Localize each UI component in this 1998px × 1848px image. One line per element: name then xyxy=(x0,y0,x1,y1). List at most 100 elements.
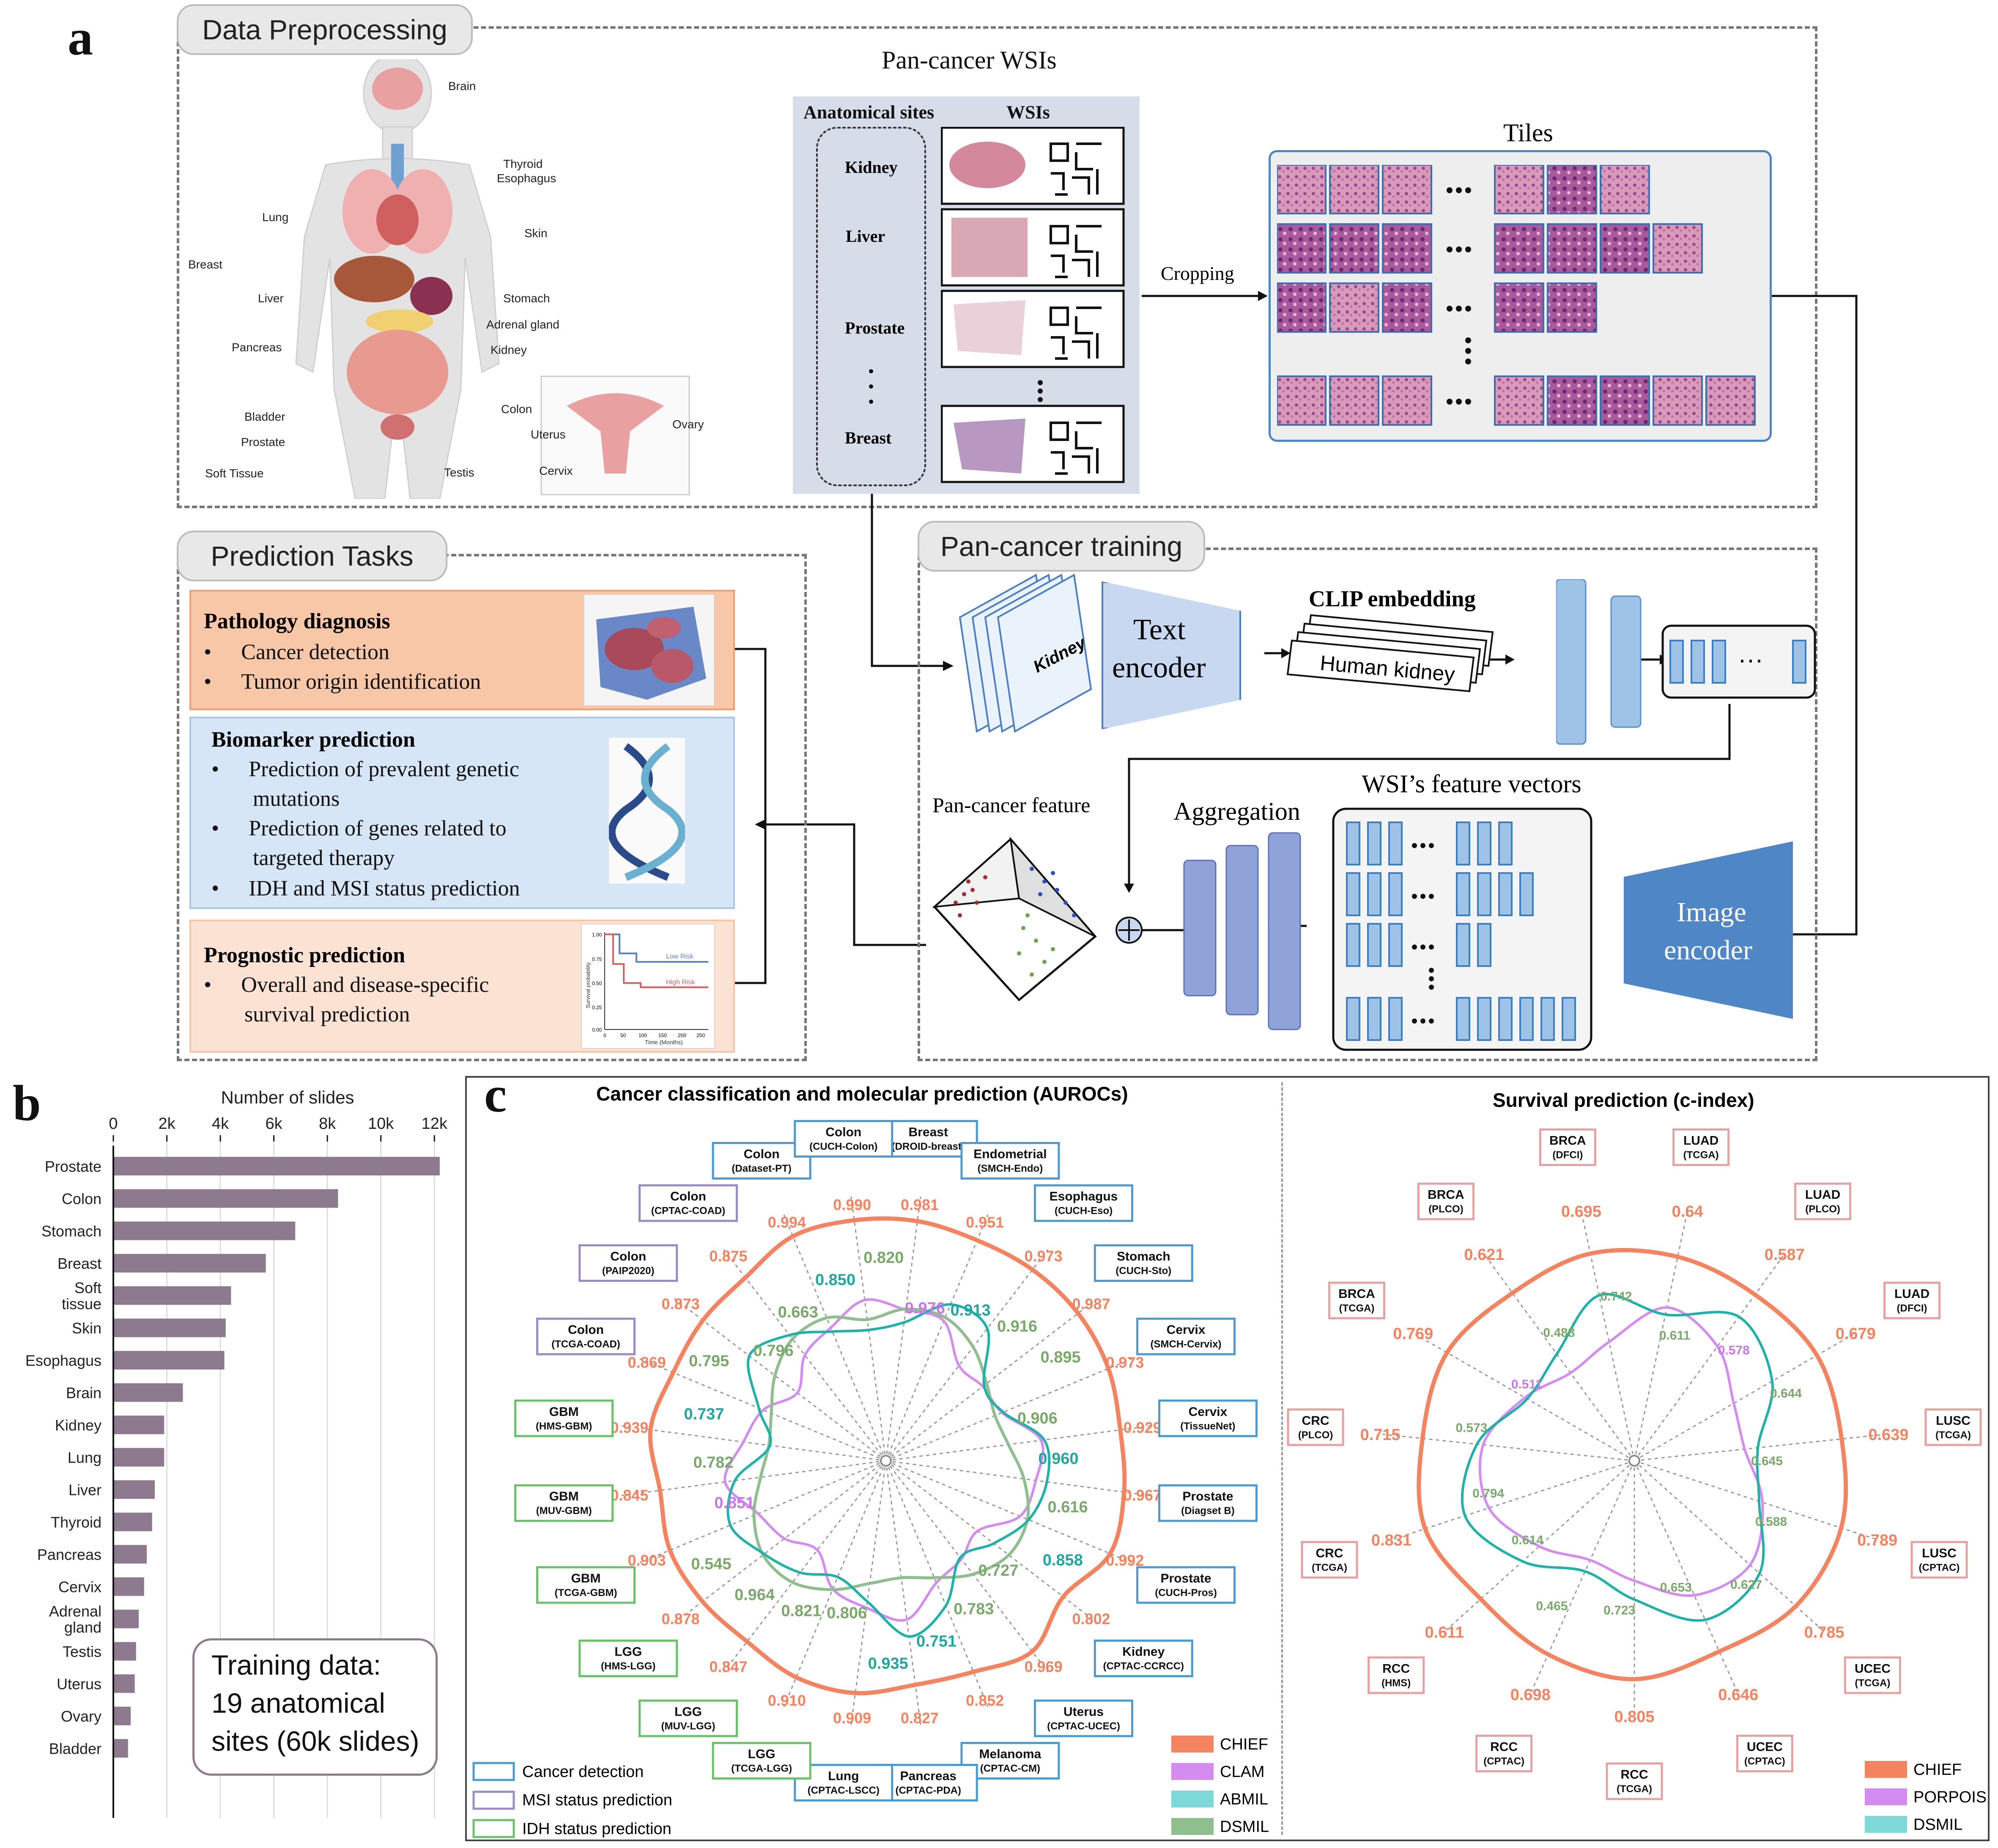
cindex-radar-chart: 0.64 0.587 0.679 0.639 0.789 0.785 0.646 0.805 0… xyxy=(1287,1128,1982,1800)
chief-value-label: 0.987 xyxy=(1072,1295,1110,1312)
dataset-name: UCEC xyxy=(1747,1740,1783,1754)
model-value-label: 0.916 xyxy=(997,1318,1037,1336)
bar-xtick-label: 8k xyxy=(319,1115,336,1133)
dataset-name: RCC xyxy=(1621,1768,1648,1782)
model-value-label: 0.627 xyxy=(1730,1578,1762,1592)
dataset-source: (CPTAC-COAD) xyxy=(651,1205,726,1217)
legend-abmil: ABMIL xyxy=(1220,1791,1268,1808)
model-value-label: 0.614 xyxy=(1512,1533,1543,1547)
bar-prostate xyxy=(113,1157,440,1176)
radar-spoke xyxy=(1633,1460,1823,1631)
model-value-label: 0.821 xyxy=(781,1602,821,1620)
dataset-box-frame xyxy=(514,1399,614,1437)
km-ylabel: Survival probability xyxy=(585,962,591,1008)
label-breast: Breast xyxy=(188,258,222,271)
prognostic-item-1: survival prediction xyxy=(244,1002,410,1027)
bar-xtick-label: 12k xyxy=(422,1115,448,1133)
chief-value-label: 0.805 xyxy=(1614,1708,1654,1726)
chief-value-label: 0.698 xyxy=(1510,1686,1551,1704)
radar-spoke xyxy=(1414,1333,1635,1462)
biomarker-item-0: • Prediction of prevalent genetic xyxy=(211,757,519,781)
model-value-label: 0.511 xyxy=(1511,1377,1542,1391)
model-value-label: 0.727 xyxy=(978,1562,1018,1580)
chief-curve xyxy=(648,1216,1127,1695)
auroc-model-legend: CHIEF CLAM ABMIL DSMIL xyxy=(1171,1736,1269,1836)
dataset-box-frame xyxy=(638,1699,738,1737)
chief-value-label: 0.679 xyxy=(1836,1325,1876,1343)
radar-spoke xyxy=(885,1460,1049,1673)
dataset-box: BRCA (TCGA) xyxy=(1328,1281,1385,1320)
dataset-source: (PLCO) xyxy=(1805,1204,1840,1215)
dataset-name: Cervix xyxy=(1167,1323,1206,1337)
dataset-name: LUSC xyxy=(1936,1414,1971,1428)
dataset-box: BRCA (PLCO) xyxy=(1417,1183,1475,1221)
chief-value-label: 0.973 xyxy=(1025,1247,1063,1265)
bar-category-label: Cervix xyxy=(58,1578,101,1596)
label-bladder: Bladder xyxy=(244,410,285,423)
preprocessing-tab: Data Preprocessing xyxy=(177,4,473,55)
model-value-label: 0.723 xyxy=(1603,1604,1635,1618)
bar-category-label: Adrenal xyxy=(49,1602,101,1620)
model-value-label: 0.737 xyxy=(684,1405,724,1423)
model-value-label: 0.796 xyxy=(754,1342,794,1360)
chief-value-label: 0.981 xyxy=(901,1196,939,1213)
dataset-source: (SMCH-Endo) xyxy=(978,1163,1043,1174)
biomarker-item-1b: targeted therapy xyxy=(253,846,395,870)
bar-category-label: Pancreas xyxy=(37,1546,101,1563)
radar-spoke xyxy=(1634,1460,1875,1540)
dataset-name: LUAD xyxy=(1805,1188,1840,1202)
chief-value-label: 0.969 xyxy=(1025,1658,1063,1676)
km-ytick-4: 0.00 xyxy=(592,1027,602,1033)
bar-category-label: Thyroid xyxy=(51,1514,101,1531)
tile-grid xyxy=(1277,165,1756,426)
model-value-label: 0.742 xyxy=(1601,1289,1632,1303)
bar-category-label: Prostate xyxy=(45,1158,101,1175)
dna-helix-icon xyxy=(609,738,685,884)
aggregation-bars xyxy=(1183,832,1301,1030)
km-ytick-3: 0.25 xyxy=(592,1005,602,1010)
dataset-source: (TCGA) xyxy=(1935,1429,1971,1441)
dataset-name: Uterus xyxy=(1063,1705,1104,1719)
dataset-box: LUAD (DFCI) xyxy=(1883,1281,1941,1320)
legend-dsmil-surv: DSMIL xyxy=(1913,1816,1962,1834)
sites-vertical-ellipsis: · · · xyxy=(867,357,876,416)
training-region xyxy=(918,548,1817,1061)
model-value-label: 0.782 xyxy=(693,1454,733,1471)
model-value-label: 0.895 xyxy=(1041,1348,1081,1366)
bar-breast xyxy=(113,1254,266,1273)
training-note-line-0: Training data: xyxy=(211,1649,381,1681)
dataset-box-frame xyxy=(1301,1541,1358,1579)
tiles-label: Tiles xyxy=(1503,119,1553,147)
radar-spoke xyxy=(674,1298,886,1462)
bar-chart-title: Number of slides xyxy=(221,1087,354,1107)
wsi-feature-vectors-label: WSI’s feature vectors xyxy=(1362,770,1581,798)
model-value-label: 0.751 xyxy=(916,1633,957,1651)
radar-spoke xyxy=(885,1298,1098,1462)
bar-skin xyxy=(113,1318,226,1337)
dataset-box-frame xyxy=(1136,1317,1236,1355)
dataset-source: (SMCH-Cervix) xyxy=(1151,1339,1222,1350)
dataset-box-frame xyxy=(1094,1244,1193,1282)
dataset-source: (CUCH-Colon) xyxy=(809,1141,877,1153)
bar-lung xyxy=(113,1448,164,1467)
bar-adrenal-gland xyxy=(113,1610,139,1629)
model-value-label: 0.616 xyxy=(1048,1498,1088,1516)
dataset-box: Stomach (CUCH-Sto) xyxy=(1094,1244,1193,1282)
dataset-source: (Dataset-PT) xyxy=(732,1163,791,1174)
dataset-source: (CPTAC) xyxy=(1744,1756,1785,1767)
dataset-source: (CUCH-Sto) xyxy=(1115,1265,1171,1276)
dataset-source: (TCGA) xyxy=(1312,1562,1347,1573)
training-data-note xyxy=(192,1638,438,1776)
radar-spoke xyxy=(885,1196,921,1461)
label-testis: Testis xyxy=(444,466,474,479)
pathology-heatmap-image xyxy=(584,594,715,706)
radar-spoke xyxy=(639,1460,886,1563)
dataset-name: GBM xyxy=(549,1405,579,1419)
dataset-box: Uterus(CPTAC-UCEC) xyxy=(1034,1699,1134,1737)
site-kidney: Kidney xyxy=(845,158,898,177)
radar-spoke xyxy=(1531,1460,1635,1692)
bar-colon xyxy=(113,1189,338,1208)
model-value-label: 0.794 xyxy=(1472,1487,1504,1500)
label-pancreas: Pancreas xyxy=(232,341,282,354)
bar-category-label: Uterus xyxy=(57,1675,101,1692)
